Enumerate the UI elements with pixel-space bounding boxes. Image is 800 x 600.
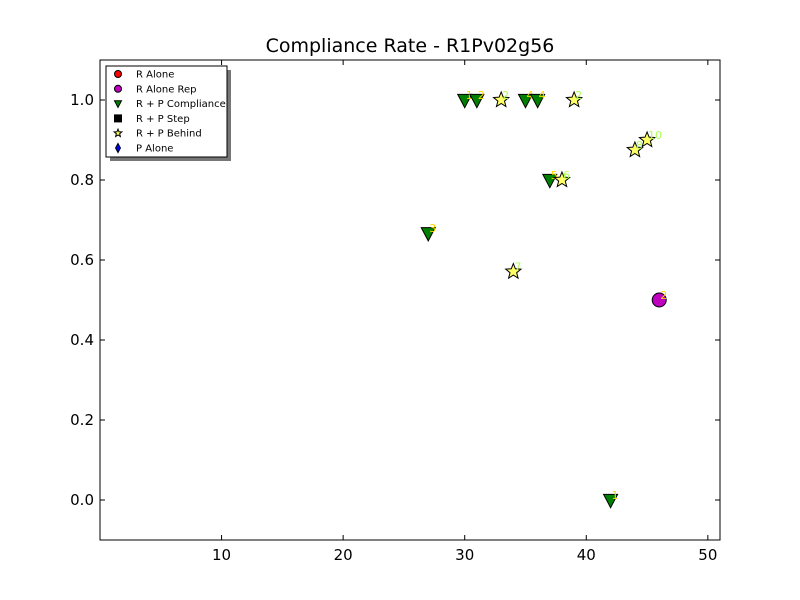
data-point: [553, 170, 571, 188]
legend-label: R + P Step: [136, 114, 190, 125]
point-label: 6: [563, 169, 570, 182]
legend-box: [105, 65, 228, 158]
legend-label: R Alone: [136, 70, 174, 81]
legend-marker: [114, 114, 122, 123]
point-label: 3: [429, 222, 436, 235]
data-point: [456, 93, 473, 109]
legend-marker: [114, 70, 122, 78]
point-label: 2: [502, 89, 509, 102]
legend-marker: [114, 142, 122, 154]
legend: R Alone R Alone Rep R + P Compliance R + P …: [105, 65, 231, 161]
x-tick-label: 30: [455, 546, 474, 564]
point-label: 1: [466, 89, 473, 102]
data-point: [565, 90, 584, 108]
legend-label: P Alone: [136, 144, 173, 155]
data-point: [651, 292, 667, 308]
x-tick-label: 10: [212, 546, 231, 564]
point-label: 10: [648, 129, 662, 142]
data-point: [492, 90, 511, 108]
legend-marker: [113, 100, 123, 109]
point-label: 1: [612, 489, 619, 502]
x-tick-label: 50: [698, 546, 717, 564]
data-point: [517, 93, 534, 109]
y-tick-label: 0.8: [70, 171, 94, 189]
legend-marker: [114, 84, 122, 93]
point-label: 2: [575, 89, 582, 102]
data-point: [602, 493, 619, 509]
x-tick-label: 40: [577, 546, 596, 564]
x-tick-label: 20: [334, 546, 353, 564]
legend-label: R + P Behind: [136, 129, 202, 140]
data-point: [625, 140, 644, 158]
y-tick-label: 1.0: [70, 91, 94, 109]
legend-label: R + P Compliance: [136, 99, 226, 110]
data-point: [541, 173, 558, 189]
point-label: 4: [526, 89, 533, 102]
y-tick-label: 0.6: [70, 251, 94, 269]
data-point: [638, 130, 657, 148]
chart-title: Compliance Rate - R1Pv02g56: [266, 35, 555, 57]
legend-label: R Alone Rep: [136, 84, 197, 95]
point-label: 5: [551, 169, 558, 182]
y-tick-label: 0.2: [70, 411, 94, 429]
legend-marker: [112, 127, 124, 138]
point-label: 4: [539, 89, 546, 102]
point-label: 7: [514, 261, 521, 274]
point-label: 2: [660, 289, 667, 302]
point-label: 2: [478, 89, 485, 102]
axis-ticks: 10 20 30 40 50 0.0 0.2 0.4 0.6 0.8 1.0: [70, 60, 720, 564]
y-tick-label: 0.0: [70, 491, 94, 509]
data-point: [529, 93, 546, 109]
y-tick-label: 0.4: [70, 331, 94, 349]
data-point: [504, 262, 523, 280]
data-point: [469, 93, 485, 109]
point-label: 8: [636, 139, 643, 152]
data-point: [420, 227, 437, 242]
